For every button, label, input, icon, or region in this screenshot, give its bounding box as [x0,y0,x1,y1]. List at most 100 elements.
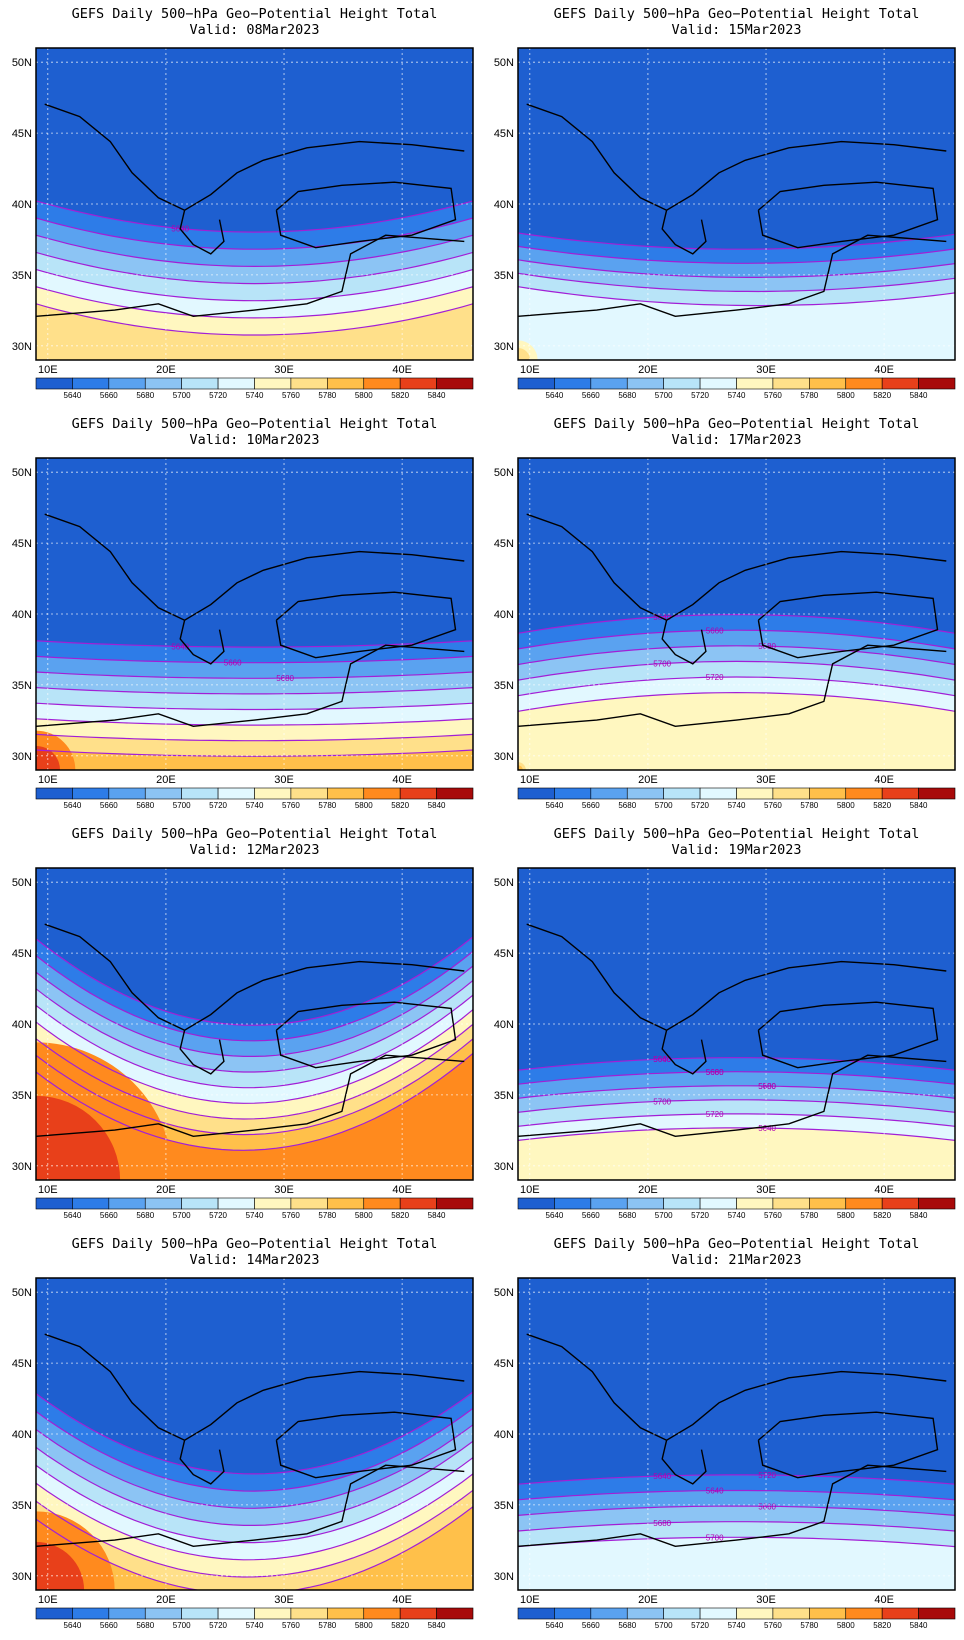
contour-line [36,1473,473,1561]
colorbar-swatch [108,377,146,390]
contour-label: 5640 [653,1055,671,1064]
colorbar-label: 5780 [318,801,336,810]
lat-tick-label: 30N [12,1161,32,1173]
map-frame [35,1277,474,1591]
field-layer [36,868,473,1180]
coastline [44,923,465,1031]
colorbar-swatch [845,1197,883,1210]
map-panel: GEFS Daily 500−hPa Geo−Potential Height … [12,826,474,1220]
contour-line [36,1424,473,1509]
contour-label: 5700 [653,660,671,669]
lat-tick-label: 50N [494,57,514,69]
colorbar-label: 5680 [618,1621,636,1630]
colorbar-swatch [144,1607,182,1620]
panel-title: GEFS Daily 500−hPa Geo−Potential Height … [554,416,920,432]
colorbar-swatch [881,377,919,390]
lat-tick-label: 50N [12,877,32,889]
lon-tick-label: 20E [638,1594,658,1606]
colorbar-label: 5660 [582,1211,600,1220]
colorbar-swatch [290,787,328,800]
lat-tick-label: 50N [12,1287,32,1299]
contour-line [36,251,473,285]
colorbar-swatch [35,1197,73,1210]
contour-line [518,1127,955,1141]
contour-line [518,1113,955,1127]
lat-tick-label: 40N [12,609,32,621]
lat-tick-label: 40N [494,1019,514,1031]
contour-line [518,245,955,264]
colorbar-swatch [699,1607,737,1620]
colorbar-swatch [217,377,255,390]
contour-label: 5660 [653,1055,671,1064]
colorbar-swatch [626,1197,664,1210]
colorbar-label: 5780 [800,1621,818,1630]
lat-tick-label: 45N [12,948,32,960]
colorbar-swatch [663,787,701,800]
country-border [179,210,225,255]
lat-tick-label: 50N [12,467,32,479]
contour-line [518,645,955,666]
colorbar-label: 5640 [546,1211,564,1220]
lat-tick-label: 35N [494,680,514,692]
colorbar-label: 5720 [209,391,227,400]
lat-tick-label: 30N [494,341,514,353]
map-panel: GEFS Daily 500−hPa Geo−Potential Height … [12,1236,474,1630]
colorbar-swatch [554,377,592,390]
contour-line [518,1505,955,1516]
colorbar-label: 5660 [100,1621,118,1630]
contour-line [518,1474,955,1485]
contour-label: 5640 [653,613,671,622]
colorbar-label: 5820 [391,1621,409,1630]
colorbar-swatch [217,1607,255,1620]
colorbar-label: 5760 [282,801,300,810]
contour-line [518,660,955,681]
colorbar-label: 5700 [173,801,191,810]
panel-valid-date: Valid: 19Mar2023 [671,842,801,858]
panel-title: GEFS Daily 500−hPa Geo−Potential Height … [72,416,438,432]
lat-tick-label: 40N [494,1429,514,1441]
colorbar-swatch [554,787,592,800]
colorbar-swatch [517,1607,555,1620]
lon-tick-label: 30E [756,774,776,786]
contour-band [36,303,473,360]
colorbar-label: 5760 [282,1621,300,1630]
warm-core [36,1095,121,1180]
country-border [661,620,707,665]
colorbar-swatch [699,377,737,390]
panel-valid-date: Valid: 08Mar2023 [189,22,319,38]
colorbar-label: 5800 [837,801,855,810]
contour-band [36,1490,473,1590]
contour-label: 5700 [706,1533,724,1542]
lon-tick-label: 40E [874,364,894,376]
lat-tick-label: 40N [494,199,514,211]
colorbar-label: 5820 [873,1621,891,1630]
colorbar-label: 5740 [728,1621,746,1630]
colorbar-label: 5800 [355,391,373,400]
colorbar-label: 5640 [546,801,564,810]
coastline [44,513,465,621]
lat-tick-label: 35N [12,1090,32,1102]
colorbar-swatch [590,1197,628,1210]
coastline [36,234,465,318]
lon-tick-label: 20E [156,774,176,786]
field-layer: 5640 5660 5680 [36,458,473,770]
lat-tick-label: 45N [494,948,514,960]
colorbar-label: 5660 [100,391,118,400]
colorbar-label: 5760 [282,391,300,400]
contour-label: 5680 [758,1082,776,1091]
coastline [526,513,947,621]
contour-line [36,936,473,1026]
contour-line [518,232,955,250]
colorbar-label: 5720 [691,1621,709,1630]
contour-line [36,1038,473,1136]
colorbar-swatch [290,1197,328,1210]
colorbar-swatch [254,1197,292,1210]
colorbar-swatch [108,1197,146,1210]
colorbar-label: 5700 [655,801,673,810]
colorbar-label: 5640 [64,391,82,400]
colorbar-swatch [108,1607,146,1620]
panel-title: GEFS Daily 500−hPa Geo−Potential Height … [554,1236,920,1252]
contour-label: 5640 [171,642,189,651]
